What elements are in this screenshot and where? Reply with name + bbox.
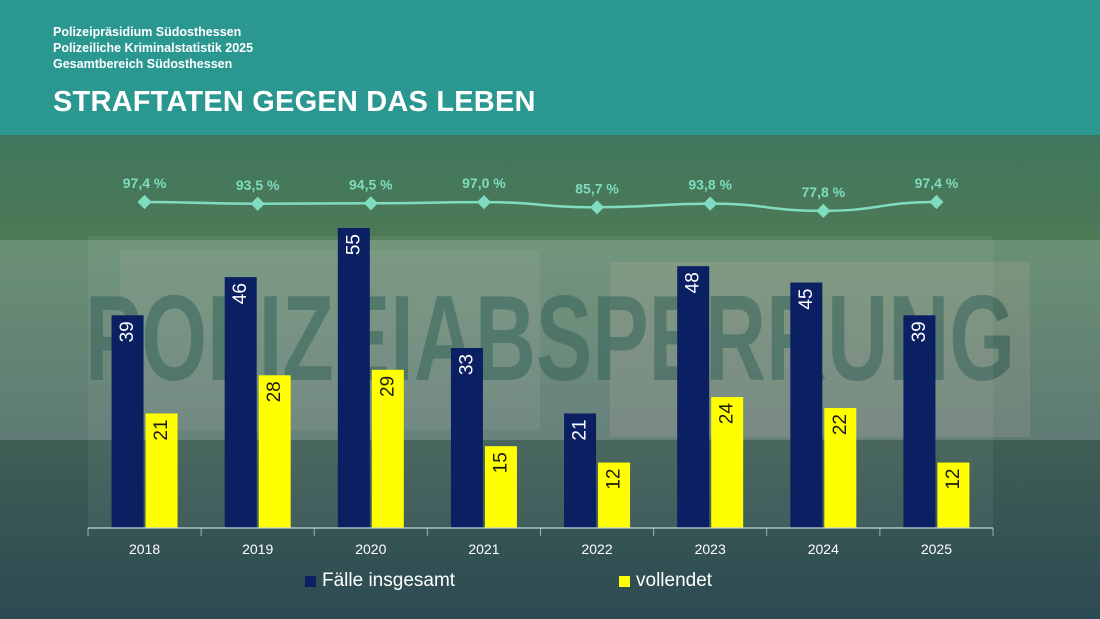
data-label-completed: 12 [943,469,964,490]
rate-marker [929,194,944,210]
rate-marker [363,196,378,211]
bar-completed [937,462,970,528]
data-label-completed: 21 [151,419,172,440]
rate-label: 93,8 % [688,177,732,193]
data-label-completed: 15 [490,452,511,473]
x-tick-label: 2023 [695,541,726,557]
data-label-completed: 28 [264,381,285,402]
data-label-total: 48 [683,272,704,293]
legend-item-total: Fälle insgesamt [305,570,455,592]
rate-marker [137,194,152,210]
bar-completed [484,446,517,528]
bar-total [790,282,823,528]
legend-swatch-total [305,575,316,587]
bar-completed [145,413,178,528]
data-label-total: 39 [117,321,138,342]
legend-label-completed: vollendet [636,570,713,591]
legend-item-completed: vollendet [619,570,712,592]
header-line-3: Gesamtbereich Südosthessen [53,57,233,71]
bar-total [111,315,144,528]
rate-marker [476,195,492,210]
x-tick-label: 2020 [355,541,386,557]
data-label-total: 21 [570,419,591,440]
data-label-total: 55 [343,234,364,255]
data-label-total: 45 [796,289,817,310]
data-label-total: 39 [909,321,930,342]
header-line-2: Polizeiliche Kriminalstatistik 2025 [53,41,254,55]
x-tick-label: 2021 [468,541,499,557]
data-label-total: 33 [456,354,477,375]
legend: Fälle insgesamt vollendet [0,570,1100,596]
bar-completed [258,375,291,528]
x-tick-label: 2024 [808,541,839,557]
plot-area [88,236,993,528]
bar-completed [371,369,404,528]
bar-total [677,266,710,528]
x-tick-label: 2025 [921,541,952,557]
legend-swatch-completed [619,575,630,587]
data-label-total: 46 [230,283,251,304]
bar-total [337,228,370,528]
rate-marker [250,196,265,211]
rate-label: 93,5 % [236,177,280,193]
bar-total [450,348,483,528]
rate-marker [703,196,718,211]
data-label-completed: 22 [830,414,851,435]
rate-label: 94,5 % [349,176,393,192]
page-title: STRAFTATEN GEGEN DAS LEBEN [53,86,536,118]
data-label-completed: 12 [604,469,625,490]
rate-label: 97,4 % [915,175,959,191]
x-tick-label: 2018 [129,541,160,557]
rate-marker [816,203,831,218]
header-line-1: Polizeipräsidium Südosthessen [53,25,242,39]
x-tick-label: 2019 [242,541,273,557]
bar-completed [598,462,631,528]
rate-label: 97,4 % [123,175,167,191]
bar-total [564,413,597,528]
bar-total [224,277,257,528]
bar-total [903,315,936,528]
rate-marker [589,200,605,215]
x-tick-label: 2022 [581,541,612,557]
rate-label: 85,7 % [575,180,619,196]
rate-label: 77,8 % [802,184,846,200]
rate-label: 97,0 % [462,175,506,191]
bar-completed [824,408,857,528]
data-label-completed: 24 [717,403,738,425]
bar-completed [711,397,744,528]
data-label-completed: 29 [377,376,398,397]
legend-label-total: Fälle insgesamt [322,570,456,591]
header-band: Polizeipräsidium Südosthessen Polizeilic… [0,0,1100,135]
